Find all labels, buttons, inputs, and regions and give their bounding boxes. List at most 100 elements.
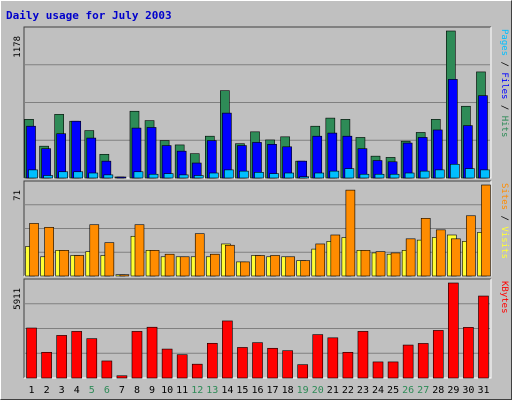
- bar-kbytes-day-19: [297, 364, 308, 379]
- x-tick-label-day-21: 21: [327, 385, 339, 396]
- bar-pages-day-15: [239, 170, 249, 179]
- bar-pages-day-22: [344, 168, 355, 179]
- bar-kbytes-day-11: [176, 354, 188, 379]
- bar-pages-day-9: [148, 173, 159, 179]
- legend-item-kbytes: KBytes: [499, 281, 509, 314]
- bar-pages-day-5: [88, 172, 99, 179]
- bar-files-day-7: [116, 176, 127, 179]
- bar-kbytes-day-17: [267, 347, 278, 379]
- bar-sites-day-4: [74, 255, 85, 277]
- bar-sites-day-21: [330, 234, 341, 277]
- bar-pages-day-28: [434, 169, 445, 179]
- x-tick-label-day-8: 8: [134, 385, 140, 396]
- bar-sites-day-9: [149, 250, 160, 277]
- bar-kbytes-day-23: [357, 331, 369, 379]
- y-max-label: 1178: [13, 36, 23, 58]
- bar-sites-day-5: [89, 224, 100, 277]
- bar-pages-day-30: [465, 168, 475, 179]
- x-tick-label-day-5: 5: [89, 385, 95, 396]
- x-tick-label-day-17: 17: [267, 385, 279, 396]
- bar-kbytes-day-31: [478, 295, 489, 379]
- bar-pages-day-14: [224, 169, 234, 179]
- legend-item-sites: Sites: [499, 183, 509, 210]
- bar-kbytes-day-25: [387, 361, 399, 379]
- bar-files-day-10: [161, 145, 172, 179]
- x-tick-label-day-4: 4: [74, 385, 80, 396]
- x-tick-label-day-27: 27: [417, 385, 429, 396]
- bar-pages-day-21: [329, 170, 340, 179]
- plot-border-dark: [23, 278, 491, 378]
- x-tick-label-day-26: 26: [402, 385, 414, 396]
- bar-kbytes-day-15: [237, 347, 248, 379]
- bar-kbytes-day-9: [146, 326, 158, 379]
- bar-sites-day-12: [194, 233, 205, 277]
- bar-pages-day-17: [269, 173, 279, 179]
- bar-files-day-19: [297, 160, 307, 179]
- x-tick-label-day-1: 1: [29, 385, 35, 396]
- legend-kbytes: KBytes: [499, 281, 509, 314]
- x-tick-label-day-14: 14: [221, 385, 233, 396]
- y-max-label: 5911: [13, 288, 23, 310]
- bar-pages-day-11: [178, 174, 189, 179]
- bar-kbytes-day-10: [161, 348, 173, 379]
- x-tick-label-day-31: 31: [477, 385, 489, 396]
- x-tick-label-day-13: 13: [206, 385, 218, 396]
- legend-separator: /: [499, 99, 509, 115]
- bar-files-day-5: [86, 137, 97, 179]
- x-tick-label-day-30: 30: [462, 385, 474, 396]
- bar-kbytes-day-6: [101, 360, 113, 379]
- bar-sites-day-26: [405, 238, 416, 277]
- bar-files-day-23: [357, 148, 368, 179]
- x-tick-label-day-10: 10: [161, 385, 173, 396]
- bar-pages-day-6: [103, 174, 114, 179]
- bar-sites-day-22: [345, 189, 356, 277]
- bar-kbytes-day-18: [282, 350, 293, 379]
- x-tick-label-day-7: 7: [119, 385, 125, 396]
- x-axis-day-labels: 1 2 3 4 5 6 7 8 9 10 11 12 13 14 15 16 17 18 19 20 21 22 23 24 2…: [29, 385, 490, 396]
- x-tick-label-day-23: 23: [357, 385, 369, 396]
- series-sites: [29, 184, 491, 277]
- bar-pages-day-31: [480, 169, 490, 179]
- x-tick-label-day-15: 15: [236, 385, 248, 396]
- bar-sites-day-2: [44, 226, 54, 277]
- x-tick-label-day-24: 24: [372, 385, 384, 396]
- bar-kbytes-day-29: [448, 282, 459, 379]
- bar-files-day-4: [71, 120, 82, 179]
- bar-sites-day-24: [375, 251, 386, 277]
- bar-sites-day-29: [451, 238, 461, 277]
- bar-files-day-14: [222, 112, 232, 179]
- bar-sites-day-13: [210, 253, 220, 277]
- legend-item-files: Files: [499, 72, 509, 99]
- bar-sites-day-28: [435, 229, 446, 277]
- bar-pages-day-2: [43, 175, 53, 179]
- legend-separator: /: [499, 210, 509, 226]
- bar-sites-day-8: [134, 224, 145, 277]
- bar-kbytes-day-22: [342, 351, 354, 379]
- y-max-label: 71: [13, 190, 23, 201]
- x-tick-label-day-28: 28: [432, 385, 444, 396]
- bar-sites-day-16: [255, 255, 265, 277]
- bar-pages-day-10: [163, 173, 174, 179]
- bar-pages-day-8: [133, 171, 144, 179]
- bar-pages-day-20: [314, 172, 325, 179]
- bar-files-day-31: [478, 95, 488, 179]
- bar-sites-day-11: [179, 256, 190, 277]
- bar-kbytes-day-28: [432, 330, 444, 379]
- bar-sites-day-30: [466, 215, 476, 277]
- x-tick-label-day-9: 9: [149, 385, 155, 396]
- bar-files-day-2: [41, 148, 51, 179]
- bar-pages-day-23: [359, 173, 370, 179]
- bar-sites-day-31: [481, 184, 491, 277]
- bar-sites-day-1: [29, 223, 39, 277]
- bar-sites-day-27: [420, 218, 431, 277]
- bar-pages-day-27: [419, 170, 430, 179]
- bar-sites-day-7: [119, 274, 130, 277]
- bar-kbytes-day-16: [252, 342, 263, 379]
- bar-kbytes-day-7: [116, 375, 128, 379]
- bar-sites-day-15: [240, 261, 250, 277]
- bar-pages-day-4: [73, 171, 84, 179]
- bar-files-day-20: [312, 135, 323, 179]
- x-tick-label-day-25: 25: [387, 385, 399, 396]
